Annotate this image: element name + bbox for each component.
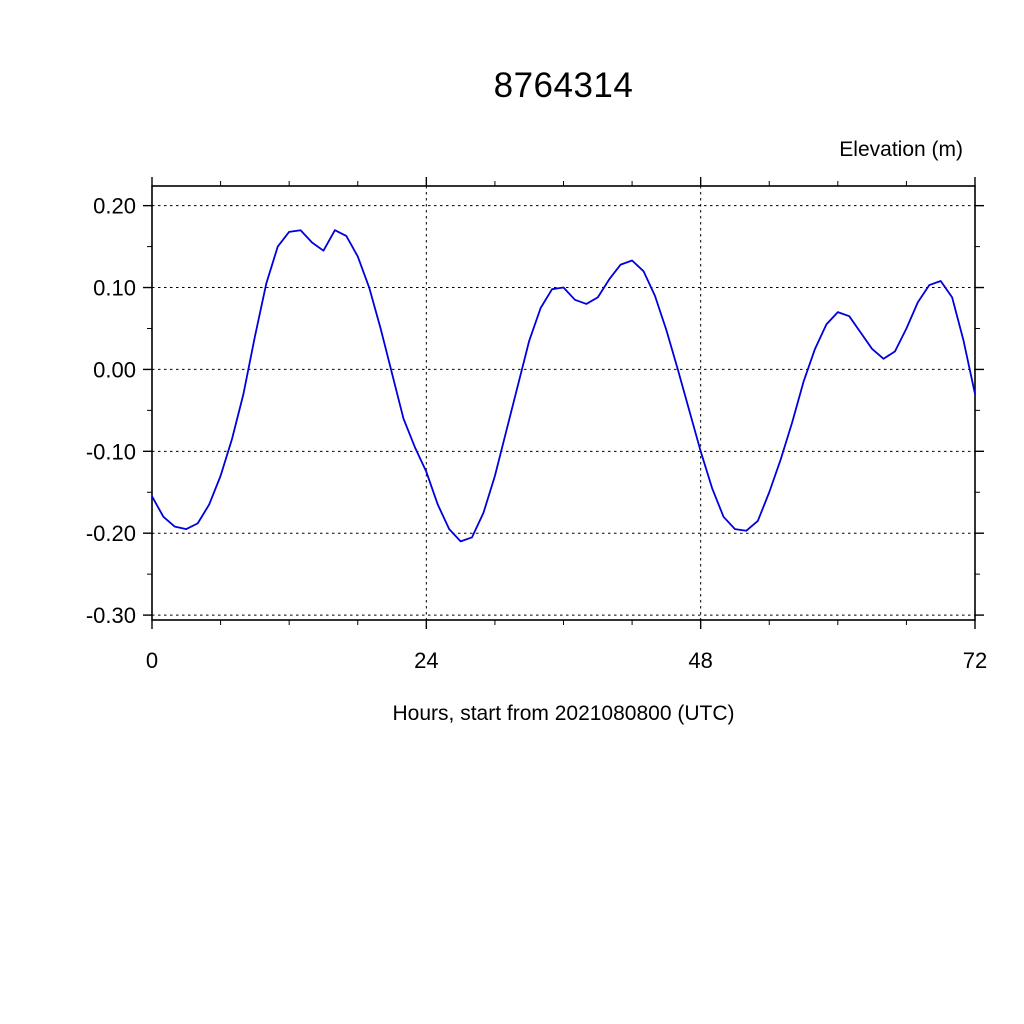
x-tick-label: 0 <box>146 648 158 673</box>
y-tick-label: -0.30 <box>86 603 136 628</box>
y-tick-label: 0.10 <box>93 276 136 301</box>
station-id-title: 8764314 <box>493 66 634 105</box>
x-axis-title: Hours, start from 2021080800 (UTC) <box>392 702 735 725</box>
y-tick-label: 0.20 <box>93 194 136 219</box>
y-tick-label: -0.20 <box>86 521 136 546</box>
x-tick-label: 48 <box>688 648 712 673</box>
x-tick-label: 24 <box>414 648 438 673</box>
plot-frame <box>151 185 976 621</box>
y-axis-title: Elevation (m) <box>839 138 963 161</box>
y-tick-label: 0.00 <box>93 357 136 382</box>
elevation-series-line <box>151 229 976 543</box>
x-tick-label: 72 <box>963 648 987 673</box>
y-tick-label: -0.10 <box>86 439 136 464</box>
